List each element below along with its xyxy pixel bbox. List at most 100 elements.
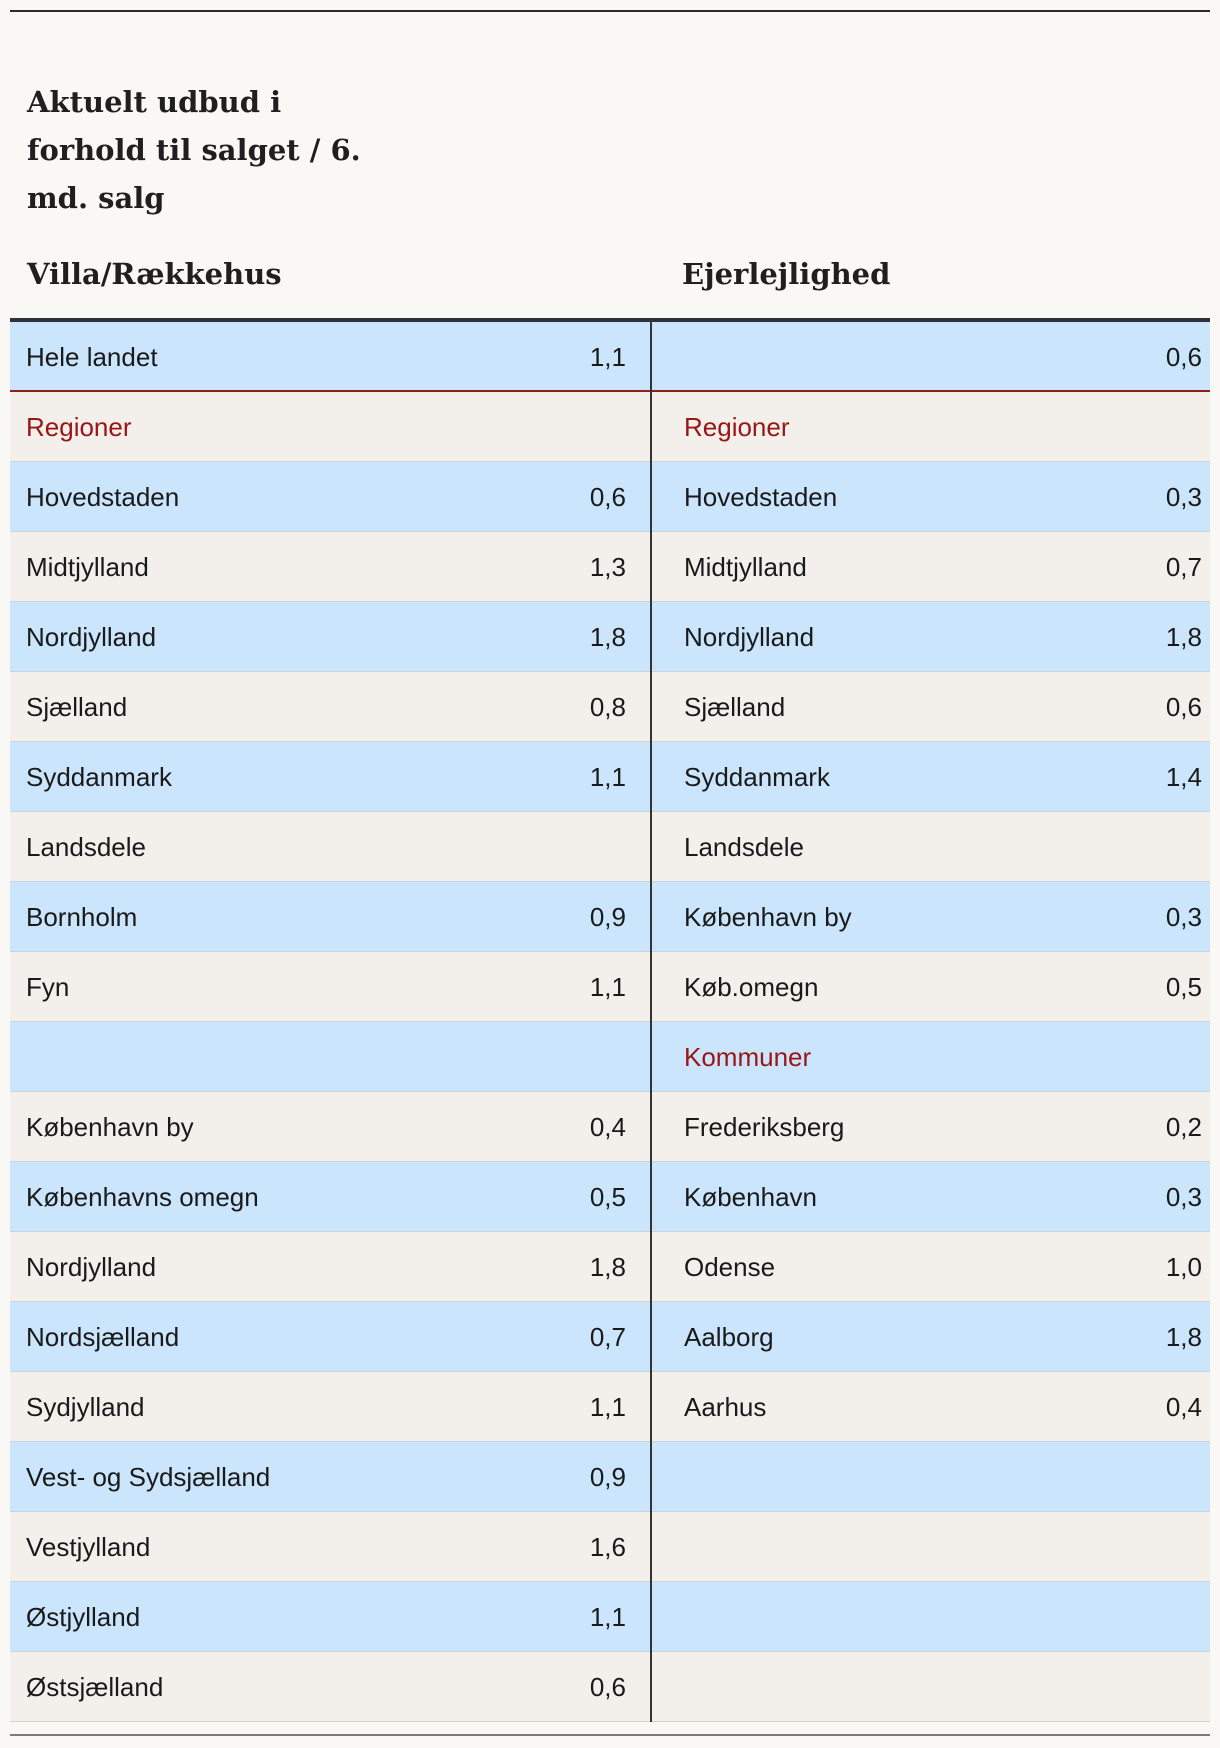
row-label-left: Sjælland <box>26 692 128 722</box>
table-row: Fyn 1,1 Køb.omegn 0,5 <box>10 952 1210 1022</box>
row-value-left: 0,6 <box>589 482 626 512</box>
table-title: Aktuelt udbud i forhold til salget / 6. … <box>27 85 361 215</box>
table-row: Hovedstaden 0,6 Hovedstaden 0,3 <box>10 462 1210 532</box>
row-value-right: 0,2 <box>1165 1112 1202 1142</box>
row-label-right: Midtjylland <box>684 552 807 582</box>
table-row: Sjælland 0,8 Sjælland 0,6 <box>10 672 1210 742</box>
section-label-right: Kommuner <box>684 1042 812 1072</box>
row-value-right <box>890 1442 1202 1512</box>
row-label-left: Bornholm <box>26 902 138 932</box>
row-value-left <box>350 1022 626 1092</box>
row-label-left: Sydjylland <box>26 1392 145 1422</box>
table-row: Nordjylland 1,8 Odense 1,0 <box>10 1232 1210 1302</box>
row-value-right: 1,8 <box>1165 1322 1202 1352</box>
row-value-right: 0,3 <box>1165 482 1202 512</box>
row-label-left: Hele landet <box>26 342 158 372</box>
row-label-left: Vestjylland <box>26 1532 151 1562</box>
row-value-right: 1,8 <box>1165 622 1202 652</box>
table-row: Nordjylland 1,8 Nordjylland 1,8 <box>10 602 1210 672</box>
table-row: Syddanmark 1,1 Syddanmark 1,4 <box>10 742 1210 812</box>
row-label-right: København <box>684 1182 817 1212</box>
row-value-right: 1,4 <box>1165 762 1202 792</box>
row-value-left: 1,6 <box>589 1532 626 1562</box>
row-label-left: Nordsjælland <box>26 1322 180 1352</box>
table-row: Hele landet 1,1 0,6 <box>10 322 1210 392</box>
row-value-right: 0,6 <box>1165 342 1202 372</box>
row-value-left: 0,6 <box>589 1672 626 1702</box>
row-label-left: Nordjylland <box>26 622 157 652</box>
table-row: Nordsjælland 0,7 Aalborg 1,8 <box>10 1302 1210 1372</box>
row-value-left: 1,1 <box>589 972 626 1002</box>
row-value-right: 0,7 <box>1165 552 1202 582</box>
row-value-left: 0,4 <box>589 1112 626 1142</box>
row-label-right: Frederiksberg <box>684 1112 845 1142</box>
row-label-right: Køb.omegn <box>684 972 819 1002</box>
row-value-right: 0,5 <box>1165 972 1202 1002</box>
table-row: Vestjylland 1,6 <box>10 1512 1210 1582</box>
row-value-left <box>350 812 626 882</box>
row-value-right: 0,4 <box>1165 1392 1202 1422</box>
row-value-left: 1,1 <box>589 762 626 792</box>
row-label-right: Hovedstaden <box>684 482 838 512</box>
row-label-right: Sjælland <box>684 692 786 722</box>
table-row: Kommuner <box>10 1022 1210 1092</box>
table-row: Københavns omegn 0,5 København 0,3 <box>10 1162 1210 1232</box>
row-label-left: København by <box>26 1112 194 1142</box>
row-value-left: 0,7 <box>589 1322 626 1352</box>
row-value-left: 0,9 <box>589 1462 626 1492</box>
row-value-left: 1,8 <box>589 1252 626 1282</box>
row-label-left: Vest- og Sydsjælland <box>26 1462 271 1492</box>
row-label-right: Landsdele <box>684 832 804 862</box>
section-label-left: Regioner <box>26 412 132 442</box>
row-label-right: Nordjylland <box>684 622 815 652</box>
table-row: København by 0,4 Frederiksberg 0,2 <box>10 1092 1210 1162</box>
row-label-left: Midtjylland <box>26 552 149 582</box>
row-value-right: 0,3 <box>1165 902 1202 932</box>
row-label-right: Syddanmark <box>684 762 830 792</box>
section-label-right: Regioner <box>684 412 790 442</box>
row-value-left: 1,1 <box>589 342 626 372</box>
table-row: Sydjylland 1,1 Aarhus 0,4 <box>10 1372 1210 1442</box>
column-divider <box>650 322 652 1722</box>
row-value-left: 1,3 <box>589 552 626 582</box>
row-value-right <box>890 1652 1202 1722</box>
row-label-left: Hovedstaden <box>26 482 180 512</box>
table-row: Vest- og Sydsjælland 0,9 <box>10 1442 1210 1512</box>
row-label-right: Aarhus <box>684 1392 767 1422</box>
table-row: Midtjylland 1,3 Midtjylland 0,7 <box>10 532 1210 602</box>
header-rule <box>10 318 1210 322</box>
row-value-right <box>890 1512 1202 1582</box>
row-value-left: 1,8 <box>589 622 626 652</box>
row-value-right: 0,3 <box>1165 1182 1202 1212</box>
top-rule <box>10 10 1210 12</box>
row-value-left: 1,1 <box>589 1602 626 1632</box>
table-row: Østsjælland 0,6 <box>10 1652 1210 1722</box>
table-row: Østjylland 1,1 <box>10 1582 1210 1652</box>
bottom-rule <box>10 1734 1210 1736</box>
column-heading-villa: Villa/Rækkehus <box>27 257 282 291</box>
row-label-left: Østjylland <box>26 1602 141 1632</box>
row-label-left: Syddanmark <box>26 762 172 792</box>
row-label-left: Nordjylland <box>26 1252 157 1282</box>
row-label-left: Landsdele <box>26 832 146 862</box>
row-value-left: 1,1 <box>589 1392 626 1422</box>
data-table: Hele landet 1,1 0,6 Regioner Regioner Ho… <box>10 322 1210 1722</box>
row-value-left: 0,8 <box>589 692 626 722</box>
row-value-left: 0,9 <box>589 902 626 932</box>
row-value-right <box>890 1582 1202 1652</box>
row-value-left: 0,5 <box>589 1182 626 1212</box>
row-label-right: Odense <box>684 1252 776 1282</box>
row-value-right: 0,6 <box>1165 692 1202 722</box>
row-label-right: København by <box>684 902 852 932</box>
row-label-left: Østsjælland <box>26 1672 164 1702</box>
row-value-right <box>890 392 1202 462</box>
row-label-right: Aalborg <box>684 1322 774 1352</box>
row-value-left <box>350 392 626 462</box>
table-row: Bornholm 0,9 København by 0,3 <box>10 882 1210 952</box>
table-row: Regioner Regioner <box>10 392 1210 462</box>
row-value-right <box>890 812 1202 882</box>
row-value-right <box>890 1022 1202 1092</box>
table-row: Landsdele Landsdele <box>10 812 1210 882</box>
column-heading-ejerlejlighed: Ejerlejlighed <box>682 257 891 291</box>
row-label-left: Københavns omegn <box>26 1182 259 1212</box>
